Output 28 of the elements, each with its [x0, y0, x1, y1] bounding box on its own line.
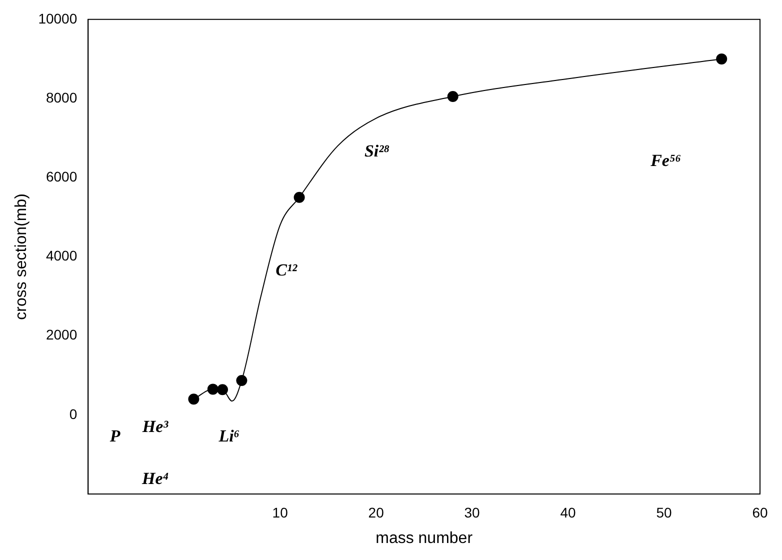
- y-tick-label: 10000: [38, 10, 78, 26]
- x-tick-label: 60: [752, 504, 768, 520]
- y-axis-title: cross section(mb): [13, 194, 30, 320]
- point: [447, 91, 458, 102]
- x-tick-label: 40: [560, 504, 576, 520]
- annotation: He³: [141, 416, 170, 436]
- annotation: C¹²: [276, 260, 298, 280]
- point: [236, 374, 248, 386]
- y-tick-label: 2000: [46, 326, 78, 343]
- point: [716, 53, 728, 64]
- point: [294, 192, 305, 203]
- x-tick-label: 50: [656, 504, 672, 520]
- annotation: P: [108, 426, 121, 446]
- y-tick-label: 6000: [46, 168, 78, 184]
- y-tick-label: 0: [69, 406, 78, 422]
- point: [207, 384, 218, 395]
- point: [217, 384, 228, 396]
- y-tick-label: 8000: [46, 89, 78, 106]
- x-tick-label: 30: [464, 504, 480, 520]
- x-tick-label: 10: [272, 504, 288, 520]
- annotation: Li⁶: [218, 426, 240, 446]
- annotation: Si²⁸: [364, 142, 390, 161]
- annotation: He⁴: [140, 469, 169, 488]
- y-tick-label: 4000: [46, 248, 78, 264]
- annotation: Fe⁵⁶: [650, 151, 682, 170]
- x-axis-title: mass number: [376, 530, 474, 547]
- x-tick-label: 20: [368, 504, 384, 520]
- point: [188, 394, 200, 405]
